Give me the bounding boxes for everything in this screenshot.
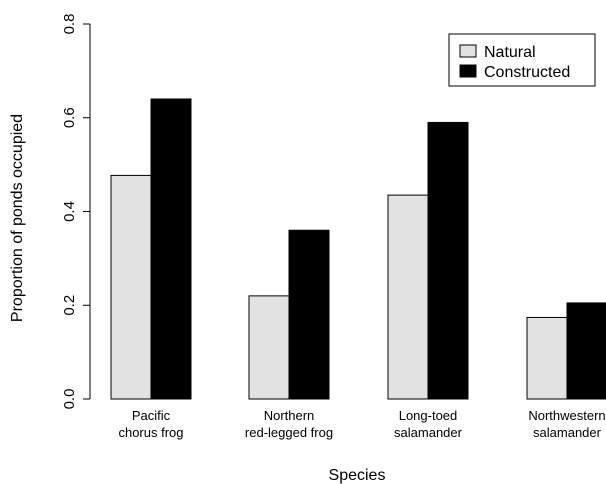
category-label: red-legged frog	[245, 425, 333, 440]
legend: Natural Constructed	[448, 33, 596, 87]
y-tick-label: 0.2	[61, 295, 78, 316]
bar-constructed-0	[150, 98, 192, 400]
category-label: Pacific	[132, 408, 171, 423]
category-label: Long-toed	[399, 408, 458, 423]
y-tick-label: 0.6	[61, 107, 78, 128]
y-tick-label: 0.4	[61, 201, 78, 222]
y-tick-label: 0.0	[61, 389, 78, 410]
bar-constructed-2	[427, 121, 469, 400]
legend-label-constructed: Constructed	[484, 64, 570, 81]
bar-constructed-1	[288, 229, 330, 400]
x-axis-category-labels: Pacific chorus frog Northern red-legged fro…	[118, 408, 605, 440]
bar-natural-0	[110, 174, 152, 400]
bar-natural-3	[526, 316, 568, 400]
category-label: salamander	[533, 425, 602, 440]
bar-natural-1	[248, 295, 290, 400]
legend-label-natural: Natural	[484, 44, 536, 61]
bar-constructed-3	[566, 302, 606, 400]
bar-natural-2	[387, 194, 429, 400]
category-label: salamander	[394, 425, 463, 440]
legend-swatch-constructed	[459, 64, 477, 78]
legend-swatch-natural	[459, 44, 477, 58]
bars	[110, 98, 606, 400]
category-label: Northern	[264, 408, 315, 423]
y-axis-title: Proportion of ponds occupied	[9, 114, 26, 322]
x-axis-title: Species	[329, 467, 386, 484]
y-tick-label: 0.8	[61, 14, 78, 35]
category-label: Northwestern	[528, 408, 605, 423]
y-axis: 0.0 0.2 0.4 0.6 0.8	[61, 14, 91, 410]
category-label: chorus frog	[118, 425, 183, 440]
